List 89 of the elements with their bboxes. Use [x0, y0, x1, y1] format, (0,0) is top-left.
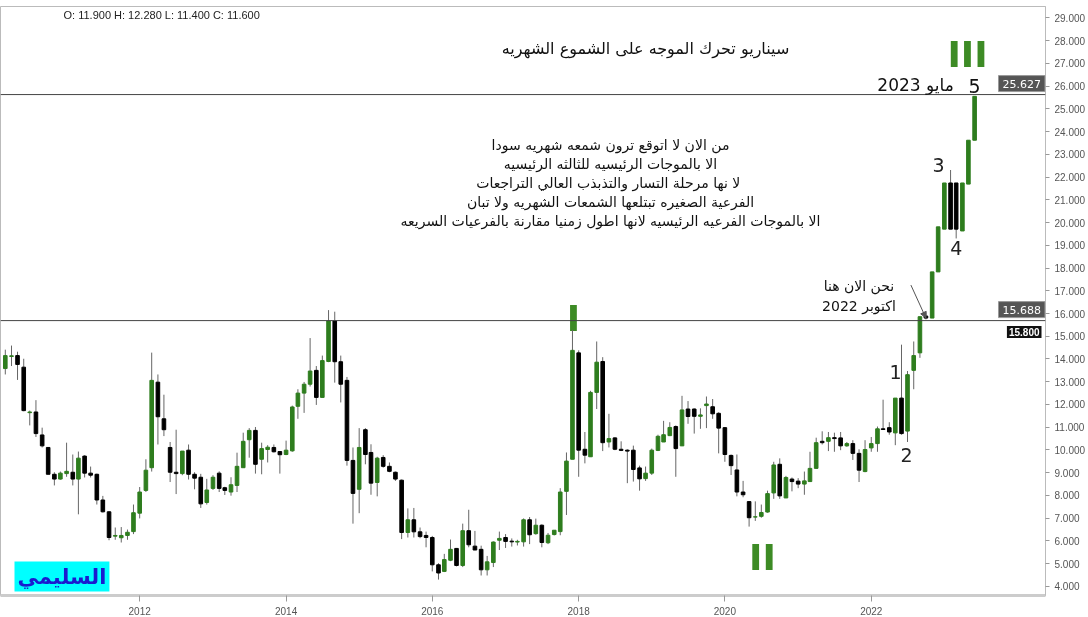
x-tick-label: 2020	[713, 605, 737, 617]
candlestick	[70, 454, 76, 486]
y-tick-label: 17.000	[1054, 285, 1086, 297]
candlestick	[466, 509, 472, 548]
candlestick	[691, 407, 697, 435]
candlestick	[497, 531, 502, 551]
annotation: مايو 2023	[877, 75, 954, 96]
y-tick-label: 11.000	[1054, 422, 1085, 434]
y-tick-label: 7.000	[1054, 513, 1080, 525]
y-tick-label: 21.000	[1054, 194, 1086, 206]
candlestick	[734, 454, 740, 497]
candlestick	[228, 476, 234, 497]
candlestick	[478, 545, 484, 576]
candlestick	[753, 500, 758, 522]
annotation: O: 11.900 H: 12.280 L: 11.400 C: 11.600	[63, 8, 260, 21]
annotation: 2	[900, 444, 913, 466]
candlestick	[472, 530, 478, 551]
candlestick	[789, 476, 795, 492]
y-tick-label: 9.000	[1054, 467, 1080, 479]
annotation: 15.800	[1008, 327, 1040, 339]
candlestick	[180, 450, 185, 476]
candlestick	[746, 501, 752, 528]
candlestick	[740, 480, 746, 498]
annotation: نحن الان هنا اكتوبر 2022	[822, 278, 896, 315]
candlestick	[618, 440, 624, 452]
annotation: 5	[968, 75, 981, 98]
y-tick-label: 24.000	[1054, 126, 1086, 138]
candlestick	[685, 400, 691, 425]
candlestick	[15, 351, 20, 381]
x-tick-label: 2012	[128, 605, 152, 617]
candlestick	[704, 396, 709, 429]
y-tick-label: 5.000	[1054, 558, 1080, 570]
x-tick-label: 2014	[274, 605, 298, 617]
candlestick	[826, 431, 831, 452]
y-tick-label: 25.000	[1054, 103, 1086, 115]
ref-line-label: 15.688	[1002, 303, 1041, 317]
y-tick-label: 27.000	[1054, 58, 1086, 70]
text: سيناريو تحرك الموجه على الشموع الشهريه	[501, 39, 790, 59]
y-tick-label: 29.000	[1054, 12, 1086, 24]
y-tick-label: 14.000	[1054, 353, 1086, 365]
candlestick	[405, 507, 411, 539]
candlestick	[173, 429, 179, 495]
candlestick	[856, 448, 862, 483]
candlestick	[673, 424, 679, 478]
candlestick	[911, 340, 917, 390]
candlestick	[143, 458, 149, 493]
y-tick-label: 4.000	[1054, 581, 1080, 593]
candlestick	[527, 516, 532, 545]
candlestick	[33, 399, 39, 438]
y-tick-label: 26.000	[1054, 81, 1086, 93]
candlestick	[338, 355, 344, 403]
y-tick-label: 8.000	[1054, 490, 1080, 502]
annotation: 1	[889, 360, 902, 383]
y-tick-label: 23.000	[1054, 149, 1086, 161]
x-tick-label: 2016	[421, 605, 444, 617]
y-tick-label: 28.000	[1054, 35, 1086, 47]
y-tick-label: 12.000	[1054, 399, 1086, 411]
y-tick-label: 22.000	[1054, 172, 1086, 184]
y-tick-label: 19.000	[1054, 240, 1086, 252]
candlestick	[295, 388, 301, 420]
x-tick-label: 2018	[567, 605, 591, 617]
candlestick	[204, 478, 210, 506]
y-tick-label: 6.000	[1054, 535, 1080, 547]
candlestick	[783, 475, 789, 499]
x-tick-label: 2022	[860, 605, 883, 617]
candlestick	[606, 413, 612, 448]
candlestick	[76, 451, 81, 515]
candlestick	[539, 523, 545, 548]
annotation: II	[749, 537, 776, 578]
y-tick-label: 10.000	[1054, 444, 1086, 456]
candlestick	[246, 427, 252, 459]
y-tick-label: 13.000	[1054, 376, 1086, 388]
annotation: 3	[932, 154, 945, 177]
y-tick-label: 16.000	[1054, 308, 1086, 320]
y-tick-label: 20.000	[1054, 217, 1086, 229]
ref-line-label: 25.627	[1002, 77, 1041, 91]
candlestick	[765, 490, 770, 514]
candlestick	[161, 394, 167, 437]
annotation: 4	[950, 237, 963, 260]
annotation: III	[947, 34, 988, 75]
y-tick-label: 18.000	[1054, 263, 1086, 275]
candlestick	[850, 439, 856, 461]
annotation: من الان لا اتوقع ترون شمعه شهريه سودا الا بالموجات الرئيسيه للثالثه الرئيسيه لا نها مرحلة التسار والتذبذب العالي التراجعات الفرعية الصغيره تبتلعها الشمعات الشهريه ولا تبان الا بالموجات الفرعيه الرئيسيه لانها اطول زمنيا مقارنة بالفرعيات السريعه	[400, 136, 821, 231]
annotation: السليمي	[17, 564, 107, 589]
candlestick	[862, 439, 868, 473]
y-tick-label: 15.000	[1054, 331, 1086, 343]
candlestick	[411, 507, 417, 539]
candlestick	[698, 407, 703, 430]
candlestick	[649, 448, 655, 476]
